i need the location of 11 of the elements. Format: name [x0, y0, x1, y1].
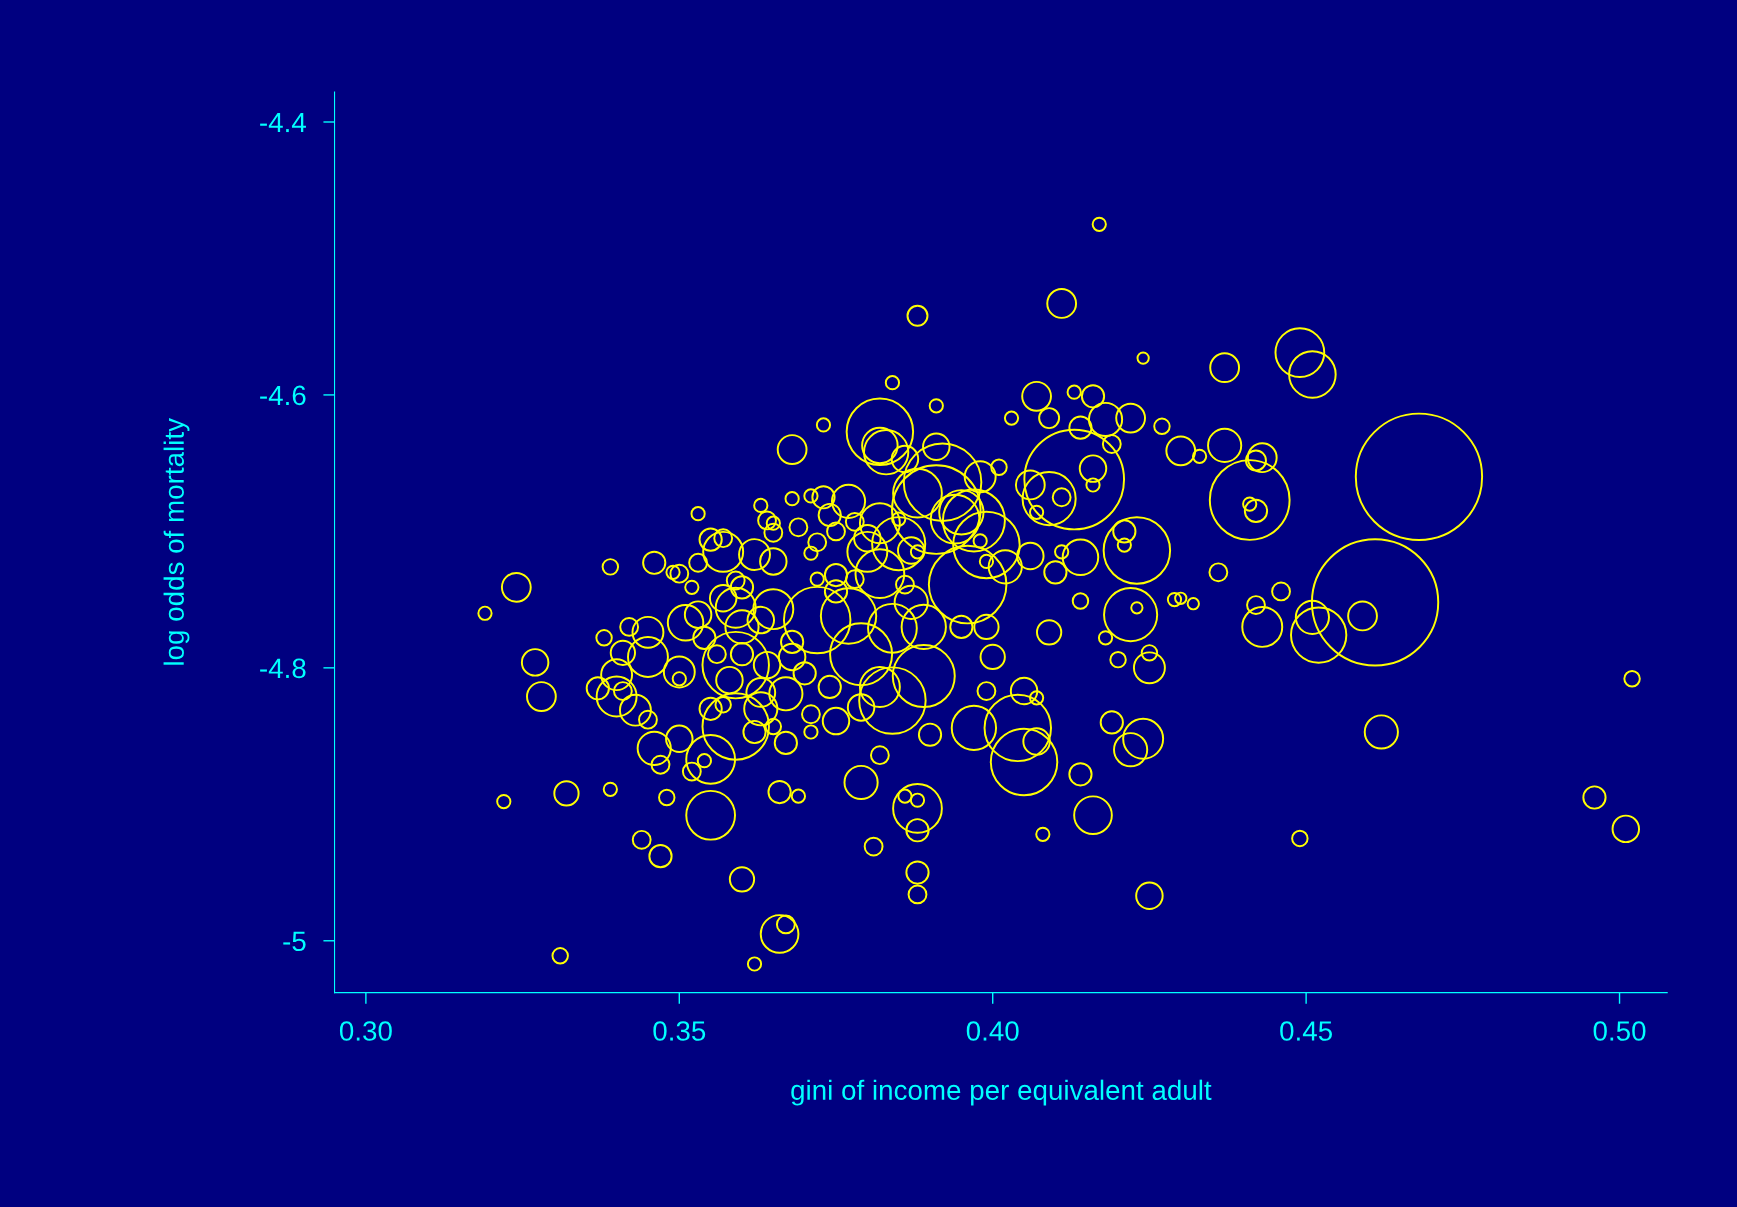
x-axis-title: gini of income per equivalent adult: [791, 1079, 1212, 1106]
x-tick-label: 0.30: [339, 1021, 392, 1041]
x-tick-label: 0.35: [653, 1021, 706, 1041]
y-tick-label: -4.4: [260, 112, 306, 133]
x-tick-label: 0.45: [1280, 1021, 1332, 1041]
x-tick-label: 0.50: [1593, 1021, 1646, 1041]
y-axis-title: log odds of mortality: [163, 418, 190, 665]
y-tick-label: -4.6: [260, 385, 306, 406]
y-tick-label: -4.8: [260, 658, 306, 679]
x-tick-label: 0.40: [966, 1021, 1019, 1041]
y-tick-label: -5: [283, 931, 306, 952]
